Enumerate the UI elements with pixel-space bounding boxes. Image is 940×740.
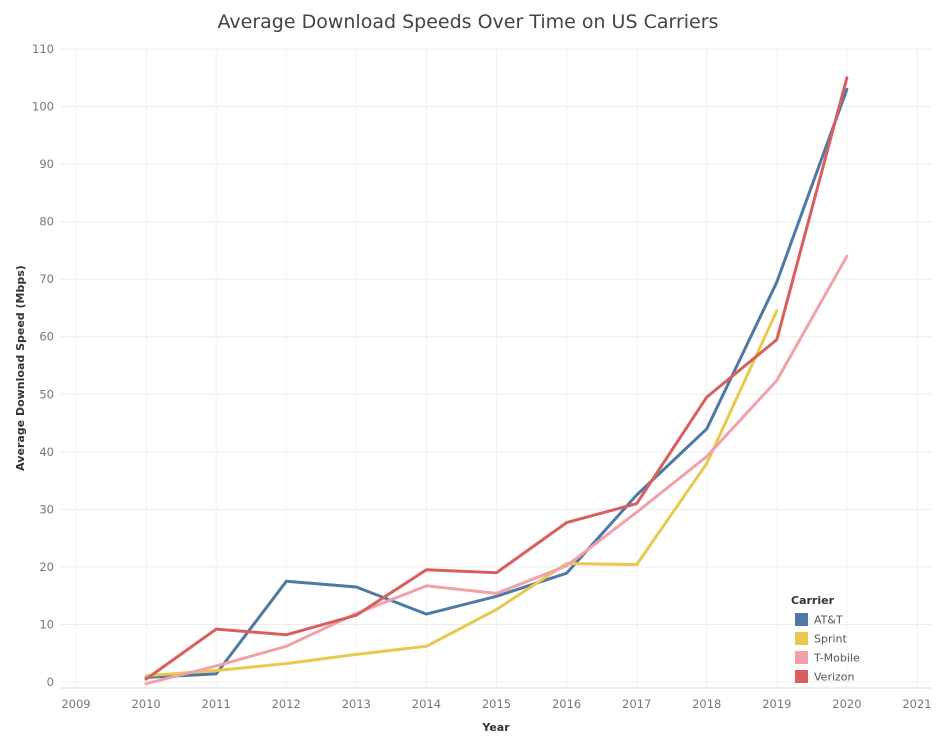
legend-label-sprint: Sprint bbox=[814, 633, 848, 646]
x-tick-label: 2018 bbox=[692, 697, 721, 711]
legend-items: AT&T Sprint T-Mobile Verizon bbox=[795, 613, 860, 684]
y-tick-label: 20 bbox=[39, 560, 54, 574]
legend-label-verizon: Verizon bbox=[814, 671, 855, 684]
legend-title: Carrier bbox=[791, 594, 835, 607]
x-axis-ticks: 2009 2010 2011 2012 2013 2014 2015 2016 2017 2018… bbox=[61, 697, 931, 711]
legend-swatch-t-mobile bbox=[795, 651, 808, 664]
x-tick-label: 2016 bbox=[552, 697, 581, 711]
x-tick-label: 2011 bbox=[202, 697, 231, 711]
legend-label-at-t: AT&T bbox=[814, 614, 843, 627]
legend-label-t-mobile: T-Mobile bbox=[813, 652, 860, 665]
x-axis-title: Year bbox=[481, 721, 510, 734]
x-tick-label: 2019 bbox=[762, 697, 791, 711]
x-tick-label: 2014 bbox=[412, 697, 441, 711]
y-tick-label: 60 bbox=[39, 330, 54, 344]
y-axis-title: Average Download Speed (Mbps) bbox=[14, 265, 27, 471]
legend-swatch-at-t bbox=[795, 613, 808, 626]
x-tick-label: 2012 bbox=[272, 697, 301, 711]
x-tick-label: 2013 bbox=[342, 697, 371, 711]
grid bbox=[60, 48, 932, 689]
y-tick-label: 90 bbox=[39, 157, 54, 171]
y-tick-label: 110 bbox=[32, 42, 54, 56]
series-line-at-t bbox=[144, 87, 849, 679]
legend-swatch-verizon bbox=[795, 670, 808, 683]
y-tick-label: 10 bbox=[39, 617, 54, 631]
x-tick-label: 2015 bbox=[482, 697, 511, 711]
y-tick-label: 0 bbox=[47, 675, 54, 689]
chart-title: Average Download Speeds Over Time on US … bbox=[218, 11, 719, 33]
y-tick-label: 70 bbox=[39, 272, 54, 286]
y-axis-ticks: 0 10 20 30 40 50 60 70 80 90 100 110 bbox=[32, 42, 54, 689]
x-tick-label: 2020 bbox=[832, 697, 861, 711]
x-tick-label: 2009 bbox=[61, 697, 90, 711]
legend-swatch-sprint bbox=[795, 632, 808, 645]
y-tick-label: 30 bbox=[39, 502, 54, 516]
series-line-t-mobile bbox=[144, 254, 849, 686]
series-line-verizon bbox=[144, 76, 849, 681]
x-tick-label: 2010 bbox=[131, 697, 160, 711]
legend: Carrier AT&T Sprint T-Mobile Verizon bbox=[791, 594, 860, 684]
y-tick-label: 50 bbox=[39, 387, 54, 401]
y-tick-label: 40 bbox=[39, 445, 54, 459]
series-lines bbox=[144, 76, 849, 686]
x-tick-label: 2017 bbox=[622, 697, 651, 711]
x-tick-label: 2021 bbox=[902, 697, 931, 711]
y-tick-label: 100 bbox=[32, 100, 54, 114]
series-line-sprint bbox=[144, 309, 779, 678]
y-tick-label: 80 bbox=[39, 215, 54, 229]
